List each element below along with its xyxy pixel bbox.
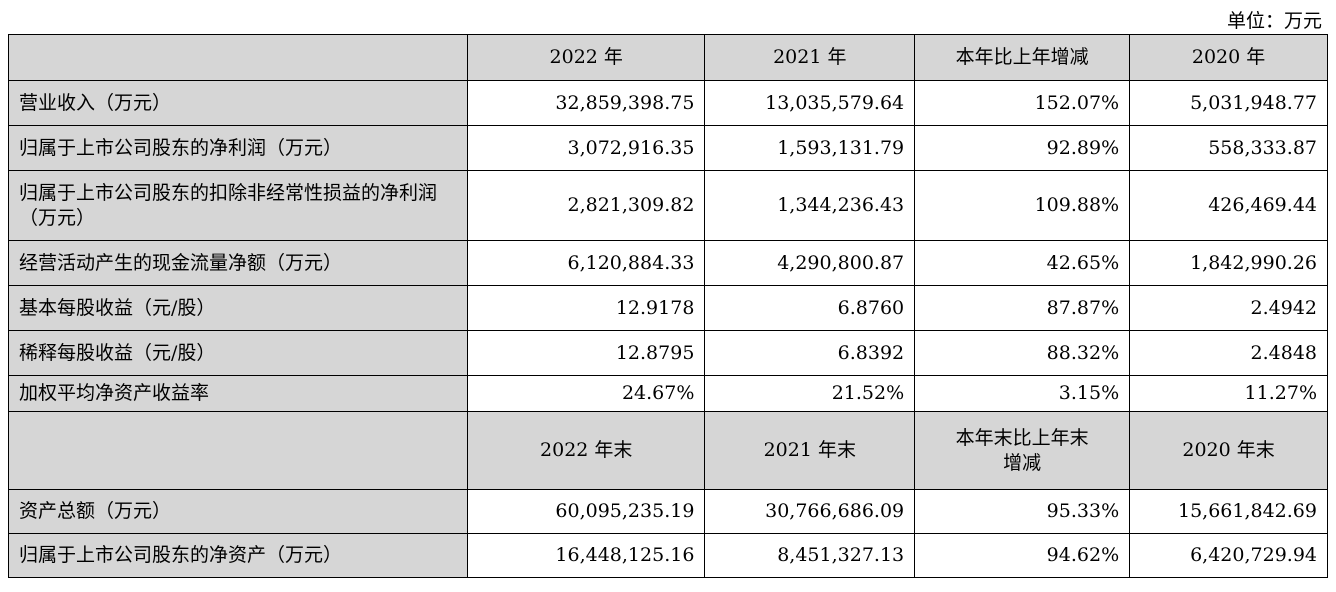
- value-cell: 6,420,729.94: [1129, 533, 1328, 578]
- value-cell: 1,593,131.79: [704, 125, 916, 171]
- value-cell: 88.32%: [914, 330, 1131, 376]
- value-cell: 13,035,579.64: [704, 80, 916, 126]
- value-cell: 16,448,125.16: [467, 533, 706, 578]
- value-cell: 24.67%: [467, 375, 706, 412]
- table-row-total-assets: 资产总额（万元） 60,095,235.19 30,766,686.09 95.…: [7, 489, 1328, 534]
- header-cell-2021-eoy: 2021 年末: [704, 411, 916, 490]
- value-cell: 6.8392: [704, 330, 916, 376]
- value-cell: 60,095,235.19: [467, 489, 706, 534]
- header-cell-yoy-change: 本年比上年增减: [914, 34, 1131, 81]
- header-cell-eoy-change-text: 本年末比上年末增减: [955, 426, 1089, 474]
- header-row-annual: 2022 年 2021 年 本年比上年增减 2020 年: [7, 34, 1328, 81]
- table-row-net-profit: 归属于上市公司股东的净利润（万元） 3,072,916.35 1,593,131…: [7, 125, 1328, 171]
- value-cell: 6.8760: [704, 285, 916, 331]
- row-label: 归属于上市公司股东的净利润（万元）: [7, 125, 469, 171]
- header-cell-2021: 2021 年: [704, 34, 916, 81]
- row-label: 营业收入（万元）: [7, 80, 469, 126]
- row-label: 资产总额（万元）: [7, 489, 469, 534]
- row-label: 归属于上市公司股东的扣除非经常性损益的净利润（万元）: [7, 170, 469, 241]
- value-cell: 426,469.44: [1129, 170, 1328, 241]
- table-row-net-assets: 归属于上市公司股东的净资产（万元） 16,448,125.16 8,451,32…: [7, 533, 1328, 578]
- value-cell: 42.65%: [914, 240, 1131, 286]
- header-empty-cell: [7, 34, 469, 81]
- financial-summary-table: 2022 年 2021 年 本年比上年增减 2020 年 营业收入（万元） 32…: [7, 34, 1328, 578]
- value-cell: 3,072,916.35: [467, 125, 706, 171]
- value-cell: 12.9178: [467, 285, 706, 331]
- value-cell: 2,821,309.82: [467, 170, 706, 241]
- table-row-net-profit-excl-nonrecurring: 归属于上市公司股东的扣除非经常性损益的净利润（万元） 2,821,309.82 …: [7, 170, 1328, 241]
- row-label: 稀释每股收益（元/股）: [7, 330, 469, 376]
- header-cell-eoy-change: 本年末比上年末增减: [914, 411, 1131, 490]
- value-cell: 109.88%: [914, 170, 1131, 241]
- value-cell: 558,333.87: [1129, 125, 1328, 171]
- value-cell: 152.07%: [914, 80, 1131, 126]
- value-cell: 5,031,948.77: [1129, 80, 1328, 126]
- header-row-end-of-year: 2022 年末 2021 年末 本年末比上年末增减 2020 年末: [7, 411, 1328, 490]
- row-label: 基本每股收益（元/股）: [7, 285, 469, 331]
- value-cell: 21.52%: [704, 375, 916, 412]
- value-cell: 92.89%: [914, 125, 1131, 171]
- value-cell: 11.27%: [1129, 375, 1328, 412]
- row-label: 归属于上市公司股东的净资产（万元）: [7, 533, 469, 578]
- value-cell: 32,859,398.75: [467, 80, 706, 126]
- table-row-diluted-eps: 稀释每股收益（元/股） 12.8795 6.8392 88.32% 2.4848: [7, 330, 1328, 376]
- row-label: 经营活动产生的现金流量净额（万元）: [7, 240, 469, 286]
- value-cell: 2.4848: [1129, 330, 1328, 376]
- header-cell-2020-eoy: 2020 年末: [1129, 411, 1328, 490]
- value-cell: 3.15%: [914, 375, 1131, 412]
- value-cell: 12.8795: [467, 330, 706, 376]
- table-row-weighted-avg-roe: 加权平均净资产收益率 24.67% 21.52% 3.15% 11.27%: [7, 375, 1328, 412]
- value-cell: 6,120,884.33: [467, 240, 706, 286]
- value-cell: 8,451,327.13: [704, 533, 916, 578]
- table-row-basic-eps: 基本每股收益（元/股） 12.9178 6.8760 87.87% 2.4942: [7, 285, 1328, 331]
- value-cell: 94.62%: [914, 533, 1131, 578]
- value-cell: 15,661,842.69: [1129, 489, 1328, 534]
- table-row-operating-cash-flow: 经营活动产生的现金流量净额（万元） 6,120,884.33 4,290,800…: [7, 240, 1328, 286]
- header-empty-cell: [7, 411, 469, 490]
- header-cell-2022-eoy: 2022 年末: [467, 411, 706, 490]
- table-row-revenue: 营业收入（万元） 32,859,398.75 13,035,579.64 152…: [7, 80, 1328, 126]
- value-cell: 30,766,686.09: [704, 489, 916, 534]
- value-cell: 2.4942: [1129, 285, 1328, 331]
- header-cell-2020: 2020 年: [1129, 34, 1328, 81]
- unit-label: 单位：万元: [1226, 9, 1322, 32]
- row-label: 加权平均净资产收益率: [7, 375, 469, 412]
- value-cell: 95.33%: [914, 489, 1131, 534]
- value-cell: 1,842,990.26: [1129, 240, 1328, 286]
- value-cell: 87.87%: [914, 285, 1131, 331]
- value-cell: 4,290,800.87: [704, 240, 916, 286]
- header-cell-2022: 2022 年: [467, 34, 706, 81]
- value-cell: 1,344,236.43: [704, 170, 916, 241]
- unit-row: 单位：万元: [8, 4, 1328, 34]
